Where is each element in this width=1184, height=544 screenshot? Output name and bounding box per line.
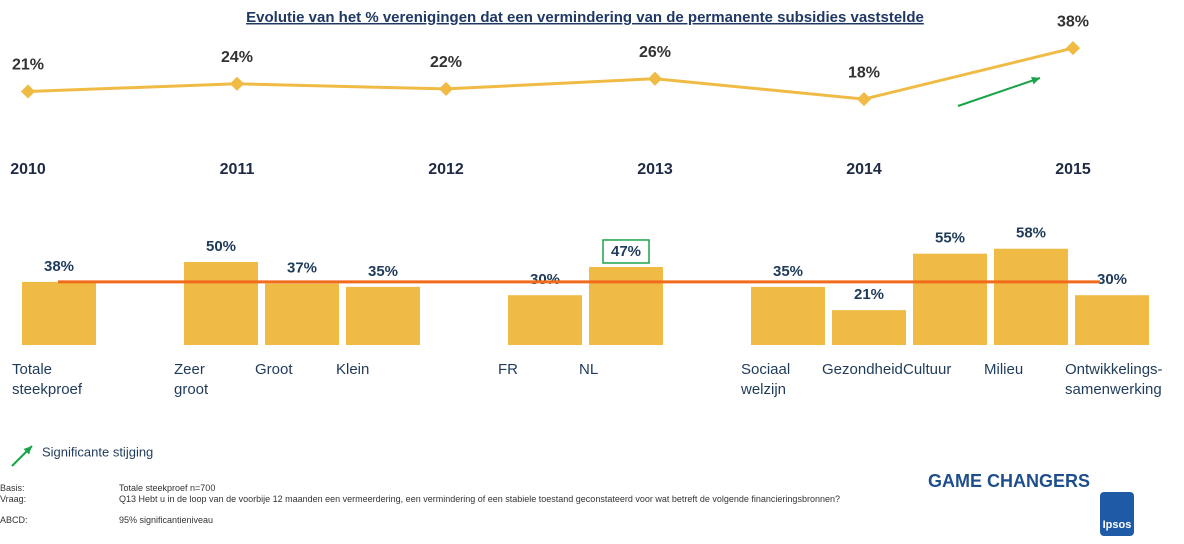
data-label: 18%: [848, 64, 880, 81]
x-tick-label: NL: [579, 361, 599, 378]
footnote-text: Totale steekproef n=700: [119, 483, 216, 493]
bar: [508, 295, 582, 345]
arrow: [957, 77, 1041, 107]
marker: [647, 71, 663, 86]
arrow-head: [23, 446, 32, 455]
x-tick-label: 2012: [428, 161, 464, 178]
data-label: 22%: [430, 54, 462, 71]
marker: [20, 84, 36, 99]
marker: [229, 76, 245, 91]
bar: [346, 286, 420, 345]
x-tick-label: 2014: [846, 161, 882, 178]
data-label: 26%: [639, 44, 671, 61]
data-label: 38%: [44, 258, 74, 275]
marker: [438, 81, 454, 96]
x-tick-label: Groot: [255, 361, 293, 378]
x-tick-label: 2013: [637, 161, 673, 178]
line: [27, 46, 1074, 101]
x-tick-label: Totale steekproef: [12, 361, 83, 398]
footnote-key: Basis:: [0, 483, 25, 493]
bar: [184, 262, 258, 345]
footnote-text: 95% significantieniveau: [119, 515, 214, 525]
x-tick-label: Gezondheid: [822, 361, 903, 378]
footnote-key: Vraag:: [0, 494, 27, 504]
bar: [832, 310, 906, 345]
chart-title: Evolutie van het % verenigingen dat een …: [246, 9, 924, 26]
bar: [994, 248, 1068, 345]
highlight-box: [602, 239, 650, 264]
x-tick-label: Ontwikkelings- samenwerking: [1065, 361, 1163, 398]
data-label: 37%: [287, 260, 317, 277]
x-tick-label: Klein: [336, 361, 370, 378]
logo-box: [1100, 492, 1134, 536]
data-label: 35%: [368, 263, 398, 280]
data-label: 30%: [1097, 271, 1127, 288]
data-label: 21%: [12, 57, 44, 74]
x-tick-label: 2015: [1055, 161, 1091, 178]
data-label: 21%: [854, 286, 884, 303]
x-tick-label: Cultuur: [903, 361, 952, 378]
legend-label: Significante stijging: [42, 444, 153, 459]
marker: [856, 92, 872, 107]
data-label: 30%: [530, 271, 560, 288]
bar: [589, 266, 663, 345]
footnote-key: ABCD:: [0, 515, 28, 525]
data-label: 50%: [206, 238, 236, 255]
arrow-head: [1031, 76, 1040, 85]
data-label: 35%: [773, 263, 803, 280]
marker: [1065, 41, 1081, 56]
logo-text: Ipsos: [1103, 519, 1132, 531]
data-label: 55%: [935, 230, 965, 247]
data-label: 58%: [1016, 225, 1046, 242]
bar: [22, 281, 96, 345]
data-label: 24%: [221, 49, 253, 66]
logo-text: GAME CHANGERS: [928, 471, 1090, 491]
bar: [913, 253, 987, 345]
x-tick-label: FR: [498, 361, 518, 378]
x-tick-label: 2011: [220, 161, 255, 178]
x-tick-label: Zeer groot: [174, 361, 209, 398]
footnote-text: Q13 Hebt u in de loop van de voorbije 12…: [119, 494, 840, 504]
bar: [265, 283, 339, 345]
data-label: 38%: [1057, 13, 1089, 30]
data-label: 47%: [611, 243, 641, 260]
bar: [1075, 295, 1149, 345]
x-tick-label: Milieu: [984, 361, 1024, 378]
x-tick-label: 2010: [10, 161, 46, 178]
bar: [751, 286, 825, 345]
x-tick-label: Sociaal welzijn: [741, 361, 791, 398]
